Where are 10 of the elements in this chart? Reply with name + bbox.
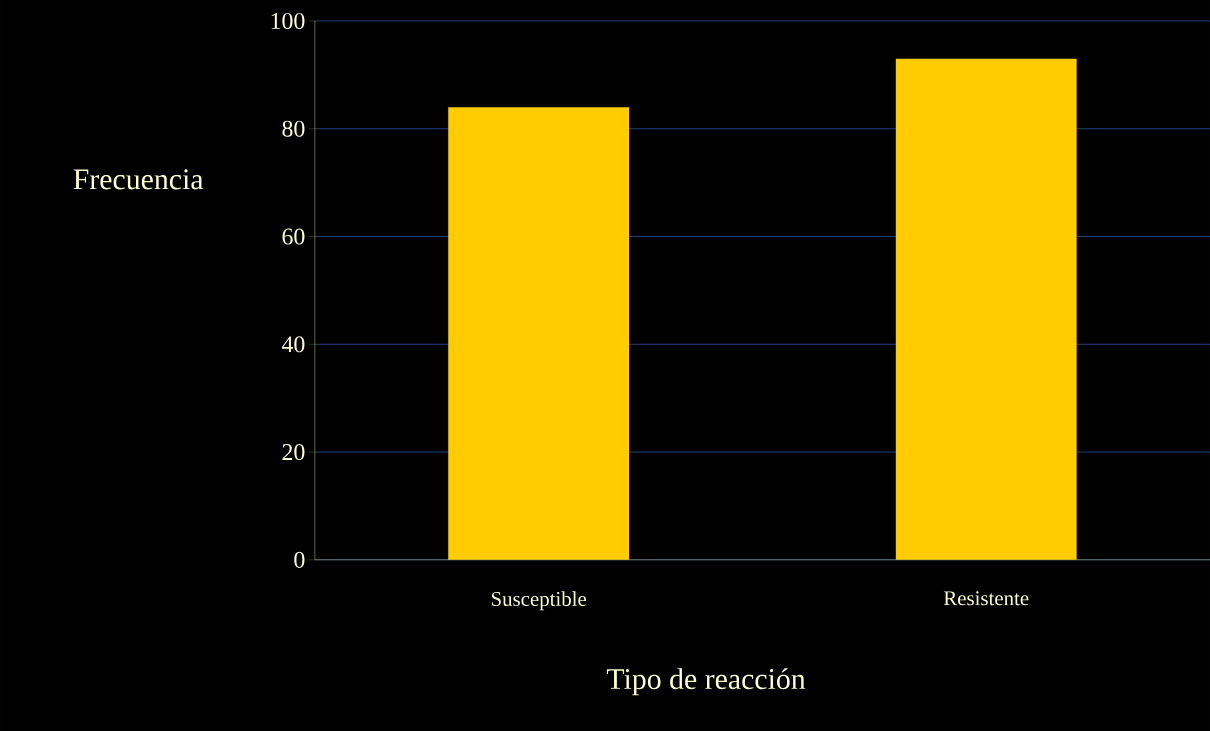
x-tick-label: Susceptible xyxy=(491,591,587,610)
y-tick-label: 80 xyxy=(282,120,305,137)
y-tick-label: 60 xyxy=(282,228,305,245)
y-axis-title: Frecuencia xyxy=(73,169,204,190)
y-tick-label: 100 xyxy=(271,12,305,29)
x-tick-label: Resistente xyxy=(943,591,1029,606)
y-tick-label: 40 xyxy=(281,335,305,353)
y-tick-label: 0 xyxy=(294,551,305,568)
x-axis-title: Tipo de reacción xyxy=(606,667,806,695)
y-tick-label: 20 xyxy=(282,443,305,460)
